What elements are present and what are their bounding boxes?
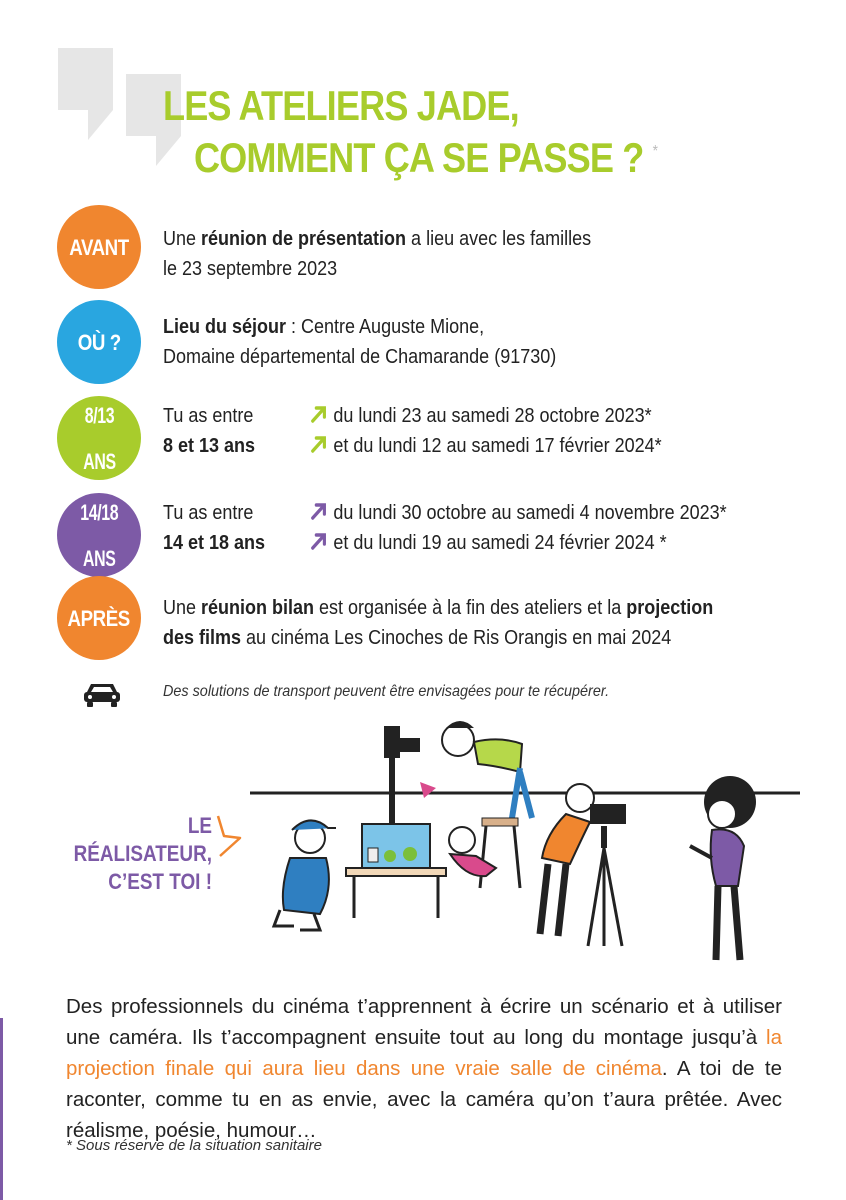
date-item: du lundi 30 octobre au samedi 4 novembre…	[310, 502, 727, 524]
date-item: et du lundi 19 au samedi 24 février 2024…	[310, 532, 667, 554]
date-item: du lundi 23 au samedi 28 octobre 2023*	[310, 405, 652, 427]
badge-age-14-18: 14/18 ANS	[57, 493, 141, 577]
car-icon	[84, 684, 120, 707]
arrow-up-right-icon	[311, 533, 326, 550]
title-asterisk: *	[652, 143, 658, 160]
title-line-2: COMMENT ÇA SE PASSE ? *	[193, 134, 658, 181]
badge-ou: OÙ ?	[57, 300, 141, 384]
title-line-1: LES ATELIERS JADE,	[163, 82, 520, 129]
arrow-up-right-icon	[311, 503, 326, 520]
ou-text: Lieu du séjour : Centre Auguste Mione, D…	[163, 316, 557, 368]
quote-marks-icon	[58, 48, 181, 166]
arrow-up-right-icon	[311, 406, 326, 423]
age-14-18-dates: du lundi 30 octobre au samedi 4 novembre…	[310, 498, 727, 558]
film-set-illustration	[250, 721, 800, 961]
age-8-13-label: Tu as entre 8 et 13 ans	[163, 405, 256, 457]
avant-text: Une réunion de présentation a lieu avec …	[163, 228, 592, 280]
description-highlight: la projection finale qui aura lieu dans …	[66, 1025, 782, 1080]
badge-age-8-13: 8/13 ANS	[57, 396, 141, 480]
slogan: LE RÉALISATEUR, C’EST TOI !	[73, 813, 213, 894]
speech-mark-icon	[216, 815, 242, 857]
description-paragraph: Des professionnels du cinéma t’apprennen…	[66, 994, 782, 1142]
date-item: et du lundi 12 au samedi 17 février 2024…	[310, 435, 662, 457]
page-title: LES ATELIERS JADE, COMMENT ÇA SE PASSE ?…	[163, 80, 658, 184]
age-8-13-dates: du lundi 23 au samedi 28 octobre 2023* e…	[310, 401, 662, 461]
transport-note: Des solutions de transport peuvent être …	[163, 683, 610, 700]
side-accent-line	[0, 1018, 3, 1200]
arrow-up-right-icon	[311, 436, 326, 453]
apres-text: Une réunion bilan est organisée à la fin…	[163, 597, 714, 649]
badge-apres: APRÈS	[57, 576, 141, 660]
footnote: * Sous réserve de la situation sanitaire	[66, 1137, 322, 1154]
age-14-18-label: Tu as entre 14 et 18 ans	[163, 502, 266, 554]
badge-avant: AVANT	[57, 205, 141, 289]
